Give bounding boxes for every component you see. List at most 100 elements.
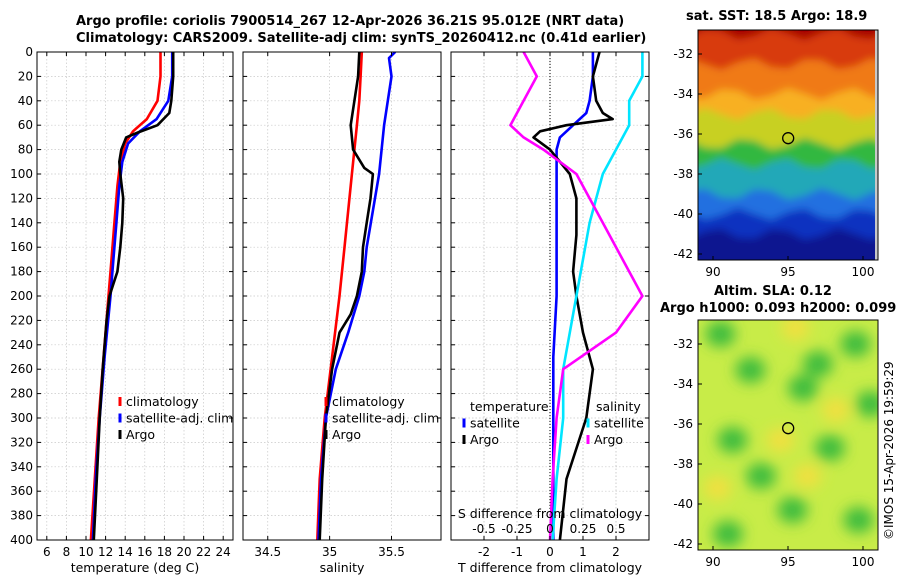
map-panels: 90 95 100 -32 -34 -36 -38 -40 -42 90 95 100 -32 -34 -3… [673,29,879,569]
x-tick-label: 12 [98,545,113,559]
y-tick-label: 0 [25,45,33,59]
sla-low-blob [788,375,818,401]
sla-map-title-line2: Argo h1000: 0.093 h2000: 0.099 [660,301,897,316]
x-tick-label: 90 [705,265,720,279]
y-tick-label: -42 [673,247,693,261]
x2-tick-label: -0.25 [501,522,532,536]
panel-salinity: 34.5 35 35.5 salinity climatology satellite-a… [242,51,442,575]
sla-low-blob [803,351,833,377]
legend-entry: satellite-adj. clim [126,411,233,426]
sla-low-blob [746,463,776,489]
series-line-argo [318,52,375,540]
y-tick-label: -40 [673,497,693,511]
x-tick-label: 95 [780,555,795,569]
y-tick-label: 280 [10,387,33,401]
y-tick-label: -38 [673,457,693,471]
sla-low-blob [777,497,808,523]
x-tick-label: 2 [612,545,620,559]
y-tick-label: 400 [10,533,33,547]
y-tick-label: -32 [673,47,693,61]
sla-field [703,320,878,547]
x-tick-label: -2 [478,545,490,559]
sla-low-blob [855,391,878,417]
legend-entry: satellite [594,416,644,431]
x2-tick-label: 0.5 [606,522,625,536]
sla-map-title-line1: Altim. SLA: 0.12 [714,284,832,299]
y-tick-label: 380 [10,509,33,523]
panel-temperature: 6 8 10 12 14 16 18 20 22 24 temperature (deg C) 0 20… [10,45,234,575]
y-tick-label: 200 [10,289,33,303]
y-tick-label: 140 [10,216,33,230]
x-tick-label: 100 [852,265,875,279]
x-axis-label: temperature (deg C) [71,560,200,575]
sla-low-blob [713,521,743,547]
x-tick-label: 16 [137,545,152,559]
y-tick-label: 260 [10,362,33,376]
x-tick-label: 35 [322,545,337,559]
x-tick-label: 90 [705,555,720,569]
x-tick-label: 20 [176,545,191,559]
x-axis-label-top: S difference from climatology [458,506,643,521]
x-tick-label: 18 [157,545,172,559]
legend-entry: Argo [594,432,623,447]
x-tick-label: 35.5 [378,545,405,559]
y-tick-label: 340 [10,460,33,474]
y-tick-label: 100 [10,167,33,181]
x-tick-label: 95 [780,265,795,279]
map-field [698,320,878,550]
x2-tick-label: -0.5 [472,522,495,536]
series-group [509,52,644,540]
legend-entry: satellite [470,416,520,431]
x2-tick-label: 0.25 [570,522,597,536]
sst-field [698,30,878,260]
sla-warm-blob [703,476,732,500]
series-line-argo [92,52,175,540]
series-group [89,52,175,540]
nan-strip [875,30,878,260]
y-tick-label: 180 [10,265,33,279]
sla-low-blob [735,357,766,383]
y-tick-label: -38 [673,167,693,181]
sla-low-blob [815,435,845,461]
x-tick-label: 14 [118,545,133,559]
legend-entry: temperature [470,399,549,414]
x-tick-label: 24 [216,545,231,559]
sla-warm-blob [781,320,810,340]
x-tick-label: 100 [852,555,875,569]
legend-entry: salinity [596,399,641,414]
sla-low-blob [705,321,736,347]
y-tick-label: -36 [673,127,693,141]
sst-map-title: sat. SST: 18.5 Argo: 18.9 [686,9,868,24]
x-axis-label: T difference from climatology [457,560,643,575]
x-tick-label: 1 [579,545,587,559]
series-line-t-satellite [551,52,595,540]
legend-entry: Argo [470,432,499,447]
y-tick-label: 120 [10,191,33,205]
y-tick-label: 60 [18,118,33,132]
y-tick-label: 220 [10,313,33,327]
legend-entry: satellite-adj. clim [332,411,439,426]
y-tick-label: -34 [673,377,693,391]
y-tick-label: 20 [18,69,33,83]
x-tick-label: 34.5 [254,545,281,559]
sla-warm-blob [766,428,795,452]
argo-position-marker [782,422,795,435]
grid-lines [37,51,233,541]
series-line-t-argo [532,52,615,540]
x-tick-label: -1 [511,545,523,559]
x-tick-label: 8 [63,545,71,559]
panel-difference: -2 -1 0 1 2T difference from climatology temp… [450,51,650,575]
sla-low-blob [717,427,748,453]
figure-title-line1: Argo profile: coriolis 7900514_267 12-Ap… [76,14,625,29]
y-tick-label: 300 [10,411,33,425]
legend-entry: climatology [126,394,199,409]
y-tick-label: -34 [673,87,693,101]
grid-lines [243,51,441,541]
map-sst_map: 90 95 100 -32 -34 -36 -38 -40 -42 [673,29,879,279]
y-tick-label: -40 [673,207,693,221]
map-sla_map: 90 95 100 -32 -34 -36 -38 -40 -42 [673,319,879,569]
figure-title-line2: Climatology: CARS2009. Satellite-adj cli… [76,31,647,46]
y-tick-label: 360 [10,484,33,498]
x-axis-label: salinity [320,560,365,575]
